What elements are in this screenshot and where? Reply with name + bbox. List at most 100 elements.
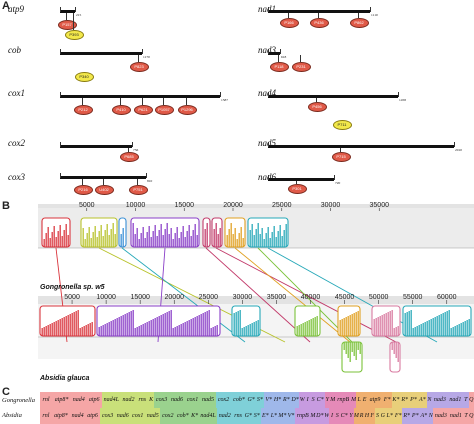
similarity-bar xyxy=(144,238,146,247)
gene-order-cell: M xyxy=(350,392,357,408)
gene-order-cell: atp6 xyxy=(85,408,101,424)
gene-order-cell: nad6 xyxy=(115,408,131,424)
similarity-bar xyxy=(422,323,424,336)
similarity-bar xyxy=(65,316,67,336)
similarity-bar xyxy=(132,310,134,336)
similarity-bar xyxy=(104,230,106,247)
gene-order-cell: P* xyxy=(409,392,418,408)
similarity-bar xyxy=(212,327,214,336)
similarity-bar xyxy=(51,323,53,336)
gene-length-label: 756 xyxy=(133,148,139,152)
gene-end-cap xyxy=(268,142,269,147)
similarity-bar xyxy=(397,326,399,336)
similarity-bar xyxy=(216,325,218,336)
similarity-bar xyxy=(150,237,152,247)
similarity-bar xyxy=(373,319,375,336)
gene-order-cell: cox1 xyxy=(130,408,146,424)
similarity-bar xyxy=(184,237,186,247)
similarity-bar xyxy=(194,224,196,247)
synteny-link xyxy=(234,247,351,343)
gene-length-label: 1170 xyxy=(143,55,150,59)
intron-insertion-p711: P711 xyxy=(332,120,352,130)
gene-length-label: 720 xyxy=(335,181,341,185)
insertion-stem xyxy=(138,55,139,62)
similarity-bar xyxy=(359,342,361,354)
insertion-stem xyxy=(358,13,359,18)
similarity-bar xyxy=(391,342,393,350)
gene-order-cell: R* xyxy=(281,392,291,408)
similarity-bar xyxy=(182,226,184,247)
similarity-bar xyxy=(452,327,454,336)
similarity-bar xyxy=(391,310,393,336)
synteny-link xyxy=(121,247,246,343)
similarity-bar xyxy=(247,325,249,336)
similarity-bar xyxy=(375,318,377,336)
similarity-bar xyxy=(239,310,241,336)
gene-order-cell: atp9 xyxy=(367,392,383,408)
similarity-bar xyxy=(55,237,57,247)
similarity-bar xyxy=(190,319,192,336)
similarity-bar xyxy=(168,234,170,247)
similarity-bar xyxy=(188,320,190,336)
gene-bar-cob xyxy=(60,52,142,55)
similarity-bar xyxy=(98,231,100,247)
similarity-bar xyxy=(158,316,160,336)
bottom-axis-label: 40000 xyxy=(301,294,321,301)
gene-name-nad4: nad4 xyxy=(258,88,276,98)
bottom-axis-label: 50000 xyxy=(369,294,389,301)
similarity-bar xyxy=(257,223,259,247)
similarity-bar xyxy=(285,224,287,247)
similarity-bar xyxy=(122,315,124,336)
similarity-bar xyxy=(353,313,355,336)
similarity-bar xyxy=(454,326,456,336)
gene-bar-nad1 xyxy=(268,10,370,13)
similarity-bar xyxy=(357,342,359,350)
gene-bar-nad6 xyxy=(268,178,334,181)
similarity-bar xyxy=(253,322,255,336)
similarity-bar xyxy=(156,317,158,336)
similarity-bar xyxy=(389,311,391,336)
similarity-bar xyxy=(190,236,192,247)
similarity-bar xyxy=(83,326,85,336)
similarity-bar xyxy=(204,229,206,247)
similarity-bar xyxy=(206,223,208,247)
intron-insertion-p1296: P1296 xyxy=(177,105,197,115)
gene-bar-nad5 xyxy=(268,145,454,148)
similarity-bar xyxy=(351,314,353,336)
similarity-bar xyxy=(468,319,470,336)
panel-a-label: A xyxy=(2,0,10,12)
insertion-stem xyxy=(296,181,297,184)
similarity-bar xyxy=(138,326,140,336)
similarity-bar xyxy=(61,318,63,336)
gene-order-cell: W xyxy=(299,392,305,408)
bottom-axis-label: 35000 xyxy=(267,294,287,301)
similarity-bar xyxy=(353,342,355,356)
gene-length-label: 618 xyxy=(281,55,287,59)
gene-length-label: 810 xyxy=(147,179,153,183)
similarity-bar xyxy=(462,322,464,336)
similarity-bar xyxy=(312,318,314,336)
gene-order-cell: nad5 xyxy=(200,392,216,408)
similarity-bar xyxy=(397,342,399,362)
similarity-bar xyxy=(118,317,120,336)
gene-end-cap xyxy=(454,142,455,147)
similarity-bar xyxy=(314,317,316,336)
intron-insertion-p456: P456 xyxy=(307,102,327,112)
similarity-bar xyxy=(96,237,98,247)
similarity-bar xyxy=(73,312,75,336)
similarity-bar xyxy=(41,328,43,336)
similarity-bar xyxy=(308,320,310,336)
bottom-axis-label: 25000 xyxy=(199,294,219,301)
gene-order-cell: K* xyxy=(391,392,401,408)
similarity-bar xyxy=(124,314,126,336)
similarity-bar xyxy=(420,324,422,336)
similarity-bar xyxy=(77,310,79,336)
similarity-bar xyxy=(108,235,110,247)
similarity-bar xyxy=(178,325,180,336)
insertion-stem xyxy=(128,148,129,152)
similarity-bar xyxy=(186,231,188,247)
similarity-bar xyxy=(94,226,96,247)
similarity-bar xyxy=(102,236,104,247)
similarity-bar xyxy=(88,227,90,247)
similarity-bar xyxy=(345,342,347,354)
